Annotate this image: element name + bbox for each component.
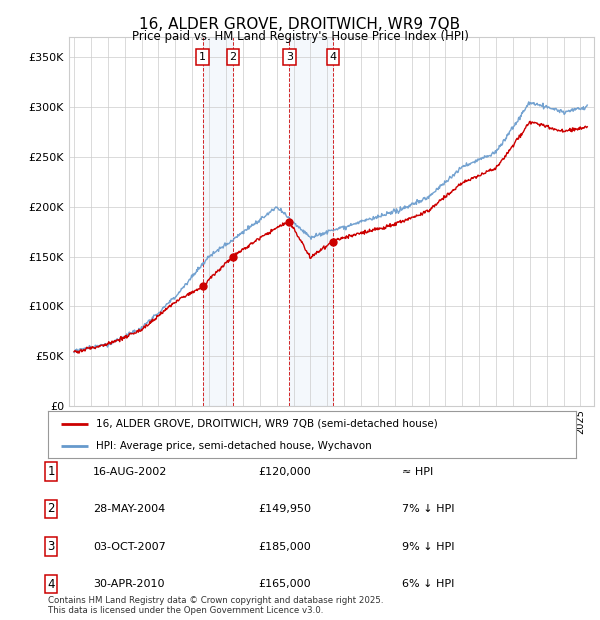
Text: ≈ HPI: ≈ HPI [402, 466, 433, 477]
Text: 4: 4 [47, 578, 55, 591]
Text: 16, ALDER GROVE, DROITWICH, WR9 7QB (semi-detached house): 16, ALDER GROVE, DROITWICH, WR9 7QB (sem… [95, 418, 437, 428]
Text: 2: 2 [229, 52, 236, 62]
Text: £185,000: £185,000 [258, 541, 311, 552]
Text: 3: 3 [286, 52, 293, 62]
Text: 30-APR-2010: 30-APR-2010 [93, 579, 164, 590]
Bar [203, 37, 233, 406]
Text: 4: 4 [329, 52, 337, 62]
Text: Price paid vs. HM Land Registry's House Price Index (HPI): Price paid vs. HM Land Registry's House … [131, 30, 469, 43]
Text: £120,000: £120,000 [258, 466, 311, 477]
Text: 2: 2 [47, 502, 55, 515]
Text: 7% ↓ HPI: 7% ↓ HPI [402, 503, 455, 514]
Text: 9% ↓ HPI: 9% ↓ HPI [402, 541, 455, 552]
Text: £165,000: £165,000 [258, 579, 311, 590]
Text: 16, ALDER GROVE, DROITWICH, WR9 7QB: 16, ALDER GROVE, DROITWICH, WR9 7QB [139, 17, 461, 32]
Text: Contains HM Land Registry data © Crown copyright and database right 2025.
This d: Contains HM Land Registry data © Crown c… [48, 596, 383, 615]
Text: HPI: Average price, semi-detached house, Wychavon: HPI: Average price, semi-detached house,… [95, 441, 371, 451]
Text: 28-MAY-2004: 28-MAY-2004 [93, 503, 165, 514]
Text: 3: 3 [47, 540, 55, 553]
Text: £149,950: £149,950 [258, 503, 311, 514]
Text: 1: 1 [47, 465, 55, 478]
Text: 6% ↓ HPI: 6% ↓ HPI [402, 579, 454, 590]
Text: 1: 1 [199, 52, 206, 62]
Text: 03-OCT-2007: 03-OCT-2007 [93, 541, 166, 552]
Bar [289, 37, 333, 406]
Text: 16-AUG-2002: 16-AUG-2002 [93, 466, 167, 477]
